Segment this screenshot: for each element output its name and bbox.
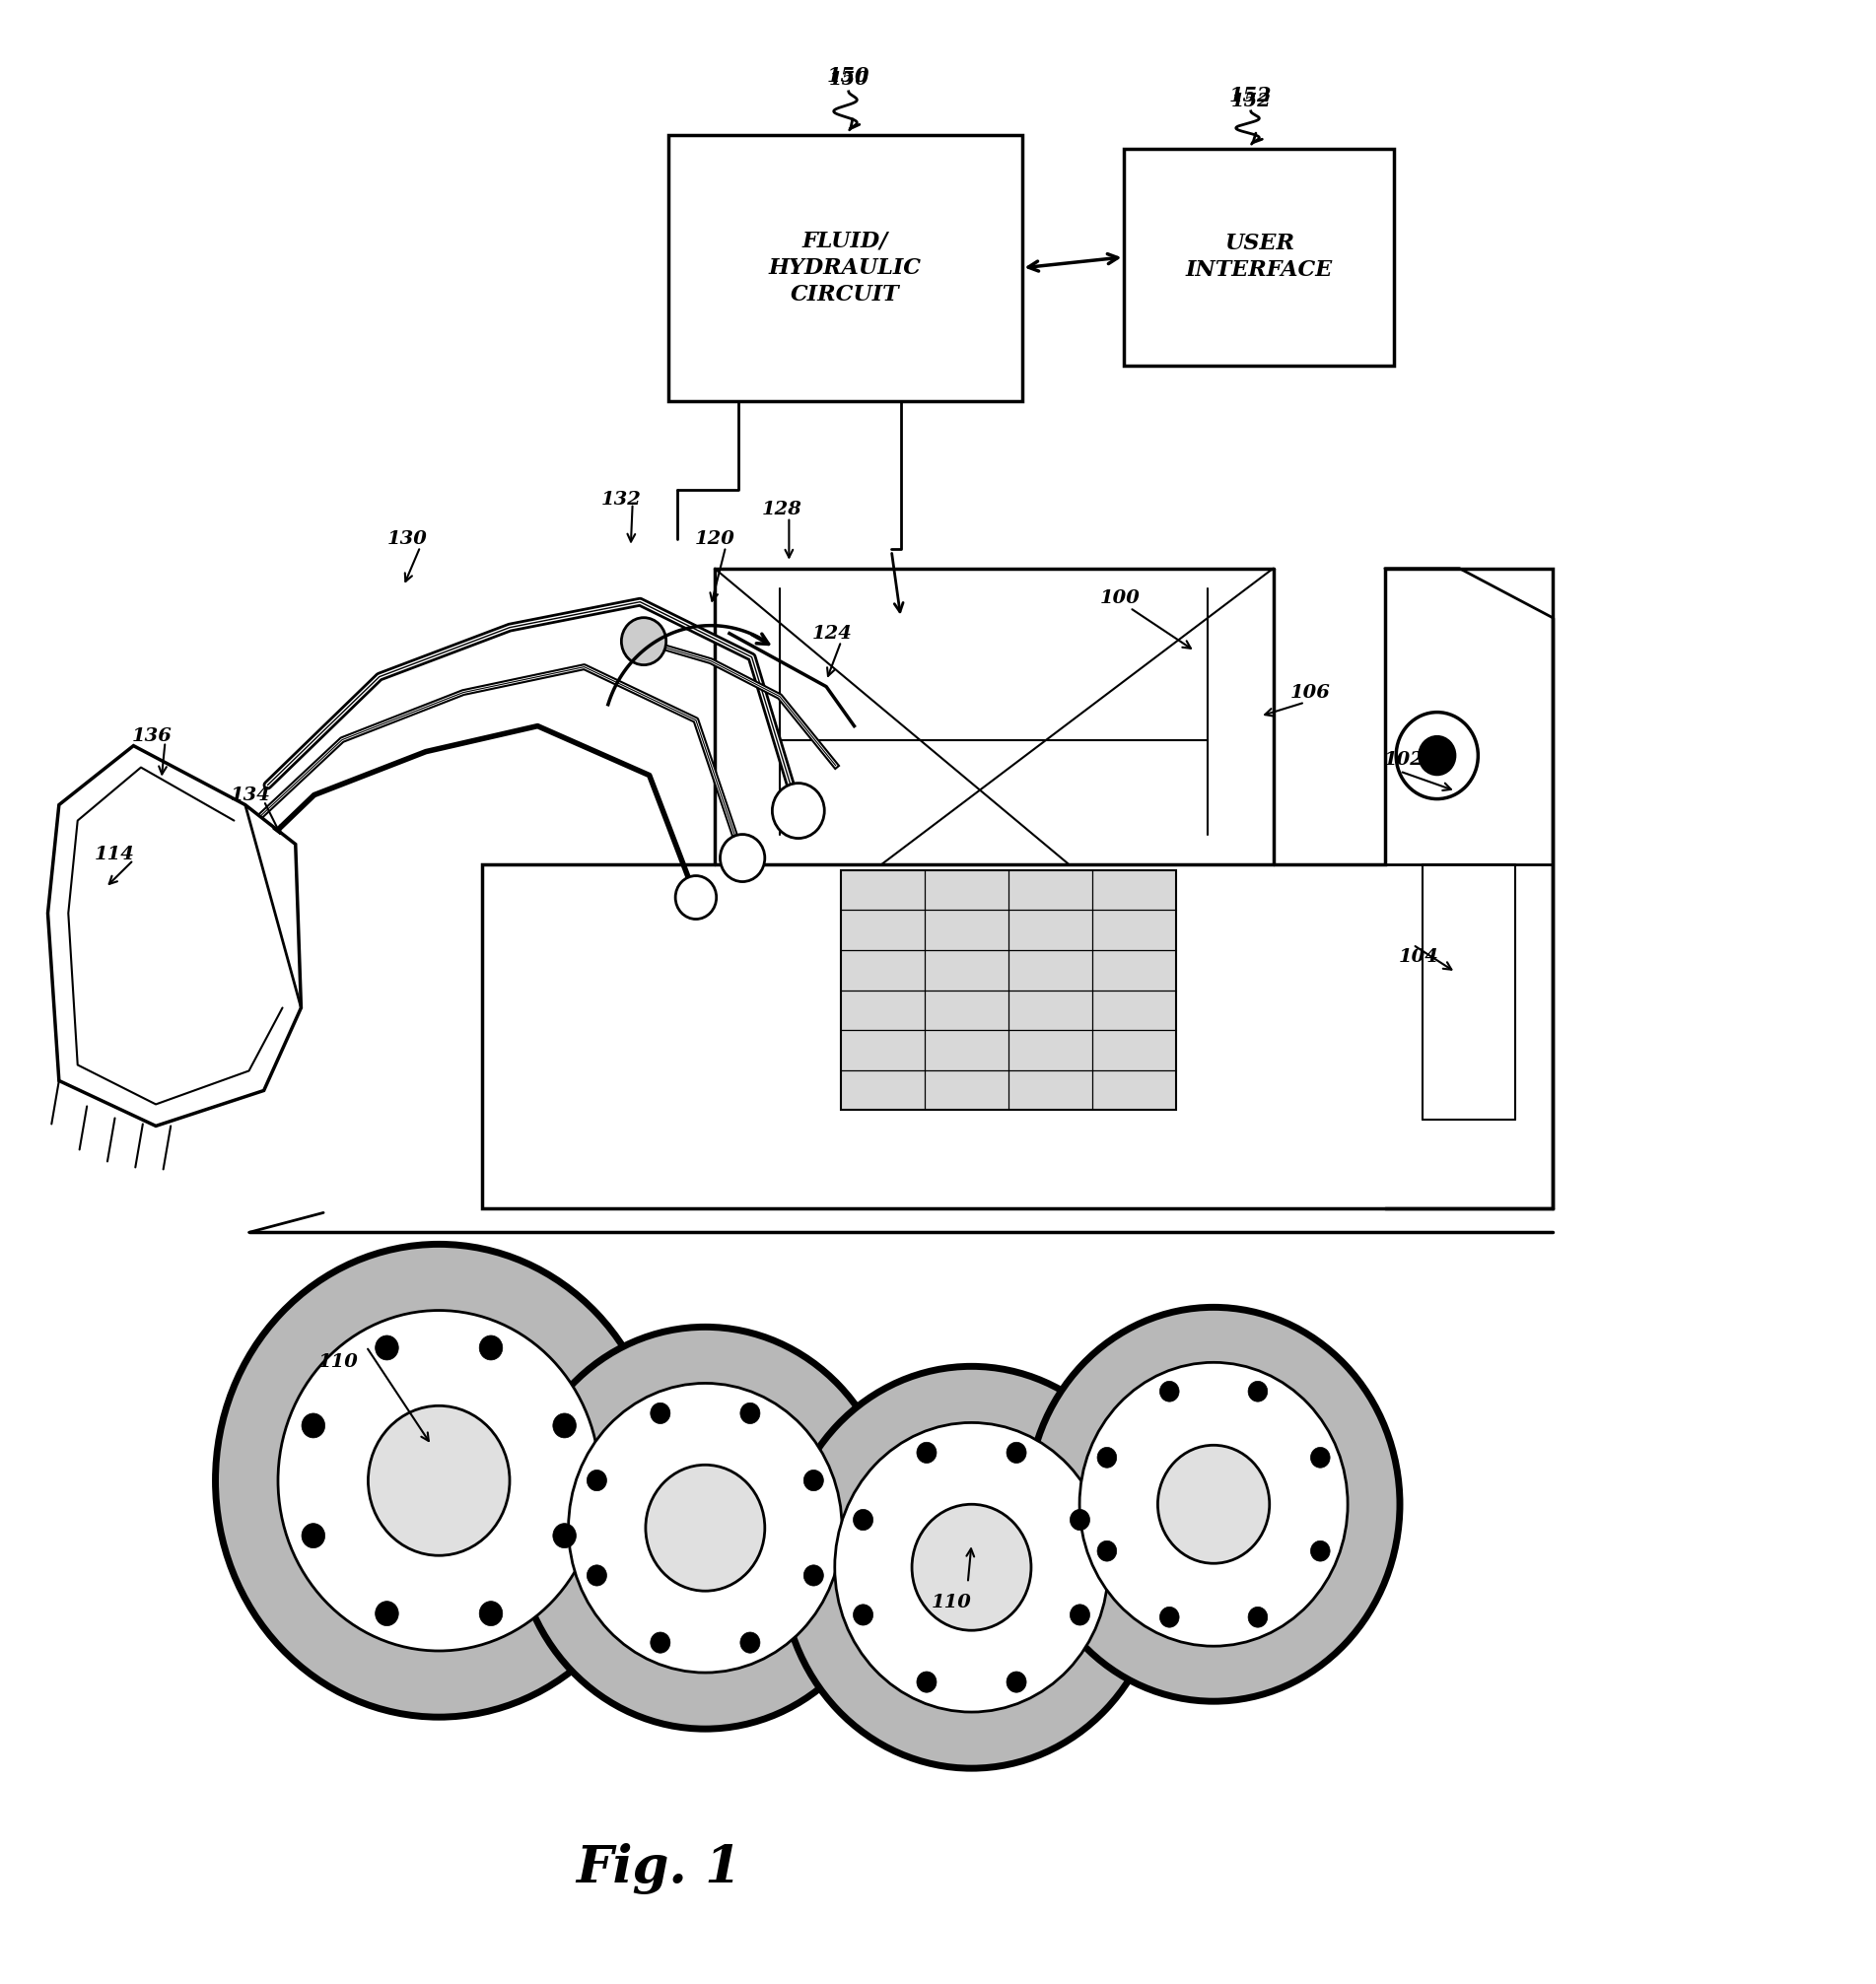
Circle shape xyxy=(741,1403,760,1425)
Text: Fig. 1: Fig. 1 xyxy=(576,1843,741,1895)
Circle shape xyxy=(1028,1307,1399,1702)
Circle shape xyxy=(1007,1673,1026,1692)
Circle shape xyxy=(216,1244,662,1716)
Text: 120: 120 xyxy=(694,530,735,548)
Text: USER
INTERFACE: USER INTERFACE xyxy=(1186,232,1332,282)
Circle shape xyxy=(645,1464,765,1591)
Text: 124: 124 xyxy=(812,625,852,643)
Text: 100: 100 xyxy=(1101,589,1141,607)
Circle shape xyxy=(782,1367,1161,1768)
Circle shape xyxy=(553,1524,576,1548)
Text: 106: 106 xyxy=(1291,684,1330,702)
Circle shape xyxy=(720,835,765,881)
Circle shape xyxy=(1079,1363,1347,1647)
Circle shape xyxy=(516,1327,895,1728)
Circle shape xyxy=(1157,1444,1270,1563)
Text: 134: 134 xyxy=(231,786,270,804)
Text: 114: 114 xyxy=(94,845,135,863)
Circle shape xyxy=(1069,1510,1090,1530)
Circle shape xyxy=(803,1470,824,1490)
Circle shape xyxy=(375,1601,398,1625)
Text: 130: 130 xyxy=(386,530,428,548)
Circle shape xyxy=(1311,1446,1330,1468)
Circle shape xyxy=(912,1504,1032,1631)
Circle shape xyxy=(553,1413,576,1438)
Circle shape xyxy=(1248,1381,1268,1401)
Circle shape xyxy=(1159,1381,1180,1401)
Bar xyxy=(668,135,1022,401)
Text: 110: 110 xyxy=(930,1593,972,1611)
Circle shape xyxy=(917,1442,936,1462)
Circle shape xyxy=(803,1565,824,1585)
Circle shape xyxy=(302,1413,325,1438)
Circle shape xyxy=(651,1633,670,1653)
Text: 128: 128 xyxy=(762,500,801,518)
Circle shape xyxy=(478,1335,503,1361)
Circle shape xyxy=(1396,712,1478,800)
Circle shape xyxy=(278,1309,600,1651)
Circle shape xyxy=(1248,1607,1268,1627)
Circle shape xyxy=(917,1673,936,1692)
Text: 102: 102 xyxy=(1383,750,1424,768)
Circle shape xyxy=(1069,1605,1090,1625)
Text: 132: 132 xyxy=(602,490,642,508)
Text: FLUID/
HYDRAULIC
CIRCUIT: FLUID/ HYDRAULIC CIRCUIT xyxy=(769,230,921,306)
Circle shape xyxy=(651,1403,670,1425)
Circle shape xyxy=(1311,1542,1330,1561)
Text: 136: 136 xyxy=(131,726,173,744)
Text: 104: 104 xyxy=(1398,948,1439,966)
Circle shape xyxy=(1418,736,1456,776)
Text: 150: 150 xyxy=(827,65,870,85)
Polygon shape xyxy=(47,746,300,1127)
Circle shape xyxy=(773,784,824,839)
Circle shape xyxy=(675,875,717,919)
Circle shape xyxy=(478,1601,503,1625)
Circle shape xyxy=(741,1633,760,1653)
Text: 152: 152 xyxy=(1229,85,1272,105)
Circle shape xyxy=(587,1470,606,1490)
Polygon shape xyxy=(840,869,1176,1111)
Circle shape xyxy=(1097,1446,1116,1468)
Circle shape xyxy=(854,1605,872,1625)
Circle shape xyxy=(568,1383,842,1673)
Circle shape xyxy=(368,1407,510,1555)
Circle shape xyxy=(302,1524,325,1548)
Circle shape xyxy=(1007,1442,1026,1462)
Text: 152: 152 xyxy=(1231,93,1272,111)
Circle shape xyxy=(587,1565,606,1585)
Circle shape xyxy=(1097,1542,1116,1561)
Circle shape xyxy=(835,1423,1109,1712)
Text: 110: 110 xyxy=(319,1353,358,1371)
Circle shape xyxy=(621,617,666,665)
Circle shape xyxy=(854,1510,872,1530)
Circle shape xyxy=(375,1335,398,1361)
Bar xyxy=(1124,149,1394,365)
Circle shape xyxy=(1159,1607,1180,1627)
Text: 150: 150 xyxy=(829,71,869,89)
Polygon shape xyxy=(482,567,1553,1208)
